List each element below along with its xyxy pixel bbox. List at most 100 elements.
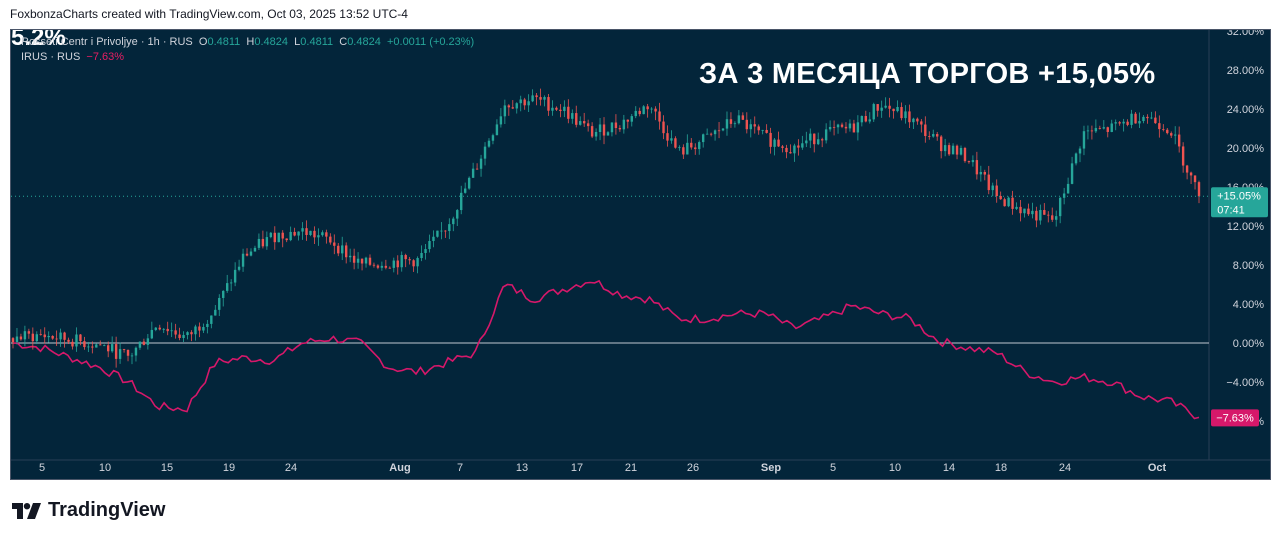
- candle-body: [1158, 123, 1161, 130]
- candle-body: [1134, 113, 1137, 124]
- candle-body: [150, 329, 154, 339]
- candle-body: [1058, 197, 1062, 217]
- candle-body: [797, 145, 800, 148]
- candle-body: [265, 237, 269, 247]
- candle-body: [725, 119, 729, 129]
- candle-body: [991, 185, 994, 191]
- candle-body: [932, 134, 935, 137]
- candle-body: [757, 126, 760, 131]
- candle-body: [55, 338, 58, 340]
- candle-body: [463, 188, 467, 193]
- candle-body: [1177, 134, 1181, 147]
- candle-body: [1066, 183, 1070, 194]
- candle-body: [813, 133, 816, 145]
- candle-body: [475, 168, 479, 170]
- candle-body: [868, 119, 871, 122]
- y-tick-label: 20.00%: [1227, 143, 1265, 155]
- candle-body: [59, 332, 62, 340]
- candle-body: [356, 258, 360, 263]
- candle-body: [1019, 206, 1022, 214]
- candle-body: [126, 349, 130, 356]
- candle-body: [896, 107, 899, 112]
- legend-open-label: O: [198, 36, 208, 48]
- candle-body: [202, 327, 205, 331]
- candle-body: [257, 238, 261, 248]
- candle-body: [709, 133, 713, 135]
- candle-body: [753, 124, 756, 127]
- candle-body: [360, 258, 364, 264]
- candle-body: [912, 118, 915, 123]
- candle-body: [511, 107, 514, 109]
- candle-body: [218, 297, 221, 310]
- y-tick-label: 4.00%: [1233, 299, 1264, 311]
- candle-body: [400, 255, 403, 268]
- chart-svg[interactable]: 32.00%28.00%24.00%20.00%16.00%12.00%8.00…: [11, 30, 1270, 479]
- legend-change: +0.0011 (+0.23%): [386, 36, 475, 48]
- candle-body: [210, 315, 213, 324]
- candle-body: [904, 111, 907, 119]
- candle-body: [582, 121, 586, 124]
- candle-body: [955, 145, 959, 155]
- candle-body: [440, 230, 443, 232]
- candle-body: [880, 107, 883, 111]
- candle-body: [884, 105, 887, 108]
- candle-body: [1197, 182, 1201, 197]
- candle-body: [1189, 172, 1193, 176]
- candle-body: [269, 232, 273, 238]
- candle-body: [939, 136, 943, 152]
- candle-body: [130, 355, 134, 357]
- candle-body: [1114, 122, 1117, 124]
- candle-body: [47, 335, 50, 338]
- candle-body: [579, 121, 582, 125]
- candle-body: [380, 265, 384, 268]
- x-tick-label: 5: [830, 462, 836, 474]
- price-badge: [1211, 187, 1268, 218]
- candle-body: [352, 255, 356, 263]
- candle-body: [678, 147, 681, 149]
- candle-body: [146, 338, 150, 345]
- candle-body: [1118, 122, 1121, 124]
- candle-body: [598, 124, 602, 132]
- candle-body: [1062, 193, 1066, 198]
- candle-body: [737, 115, 741, 124]
- candle-body: [241, 253, 245, 267]
- candle-body: [610, 122, 614, 133]
- candle-body: [809, 133, 812, 141]
- candle-body: [186, 332, 189, 336]
- x-tick-label: 7: [457, 462, 463, 474]
- candle-body: [103, 345, 106, 347]
- candle-body: [325, 232, 328, 237]
- candle-body: [333, 242, 336, 246]
- corner-percent: 5.2%: [11, 29, 66, 51]
- legend-close-label: C: [339, 36, 348, 48]
- candle-body: [654, 108, 657, 112]
- candle-body: [594, 131, 598, 137]
- candle-body: [777, 139, 780, 147]
- candle-body: [817, 139, 820, 145]
- candle-body: [571, 113, 574, 119]
- candle-body: [444, 230, 447, 232]
- candle-body: [1193, 175, 1197, 183]
- candle-body: [761, 129, 764, 131]
- legend-main-symbol[interactable]: Rosseti Centr i Privoljye · 1h · RUS: [21, 36, 193, 48]
- legend-compare-symbol[interactable]: IRUS · RUS: [21, 51, 81, 63]
- candle-body: [1027, 208, 1030, 215]
- candle-body: [329, 236, 332, 243]
- candle-body: [1122, 121, 1125, 124]
- candle-body: [1023, 208, 1026, 214]
- candle-body: [856, 122, 860, 133]
- candle-body: [87, 346, 90, 348]
- candle-body: [67, 339, 70, 342]
- candle-body: [1130, 113, 1133, 125]
- candle-body: [638, 110, 641, 115]
- candle-body: [1031, 210, 1034, 215]
- candle-body: [27, 331, 31, 334]
- candle-body: [674, 138, 677, 148]
- candle-body: [567, 106, 570, 119]
- candle-body: [31, 333, 35, 342]
- x-tick-label: 19: [223, 462, 235, 474]
- candle-body: [670, 138, 673, 141]
- chart-area[interactable]: 32.00%28.00%24.00%20.00%16.00%12.00%8.00…: [10, 29, 1271, 480]
- candle-body: [1086, 130, 1090, 132]
- x-tick-label: 13: [516, 462, 528, 474]
